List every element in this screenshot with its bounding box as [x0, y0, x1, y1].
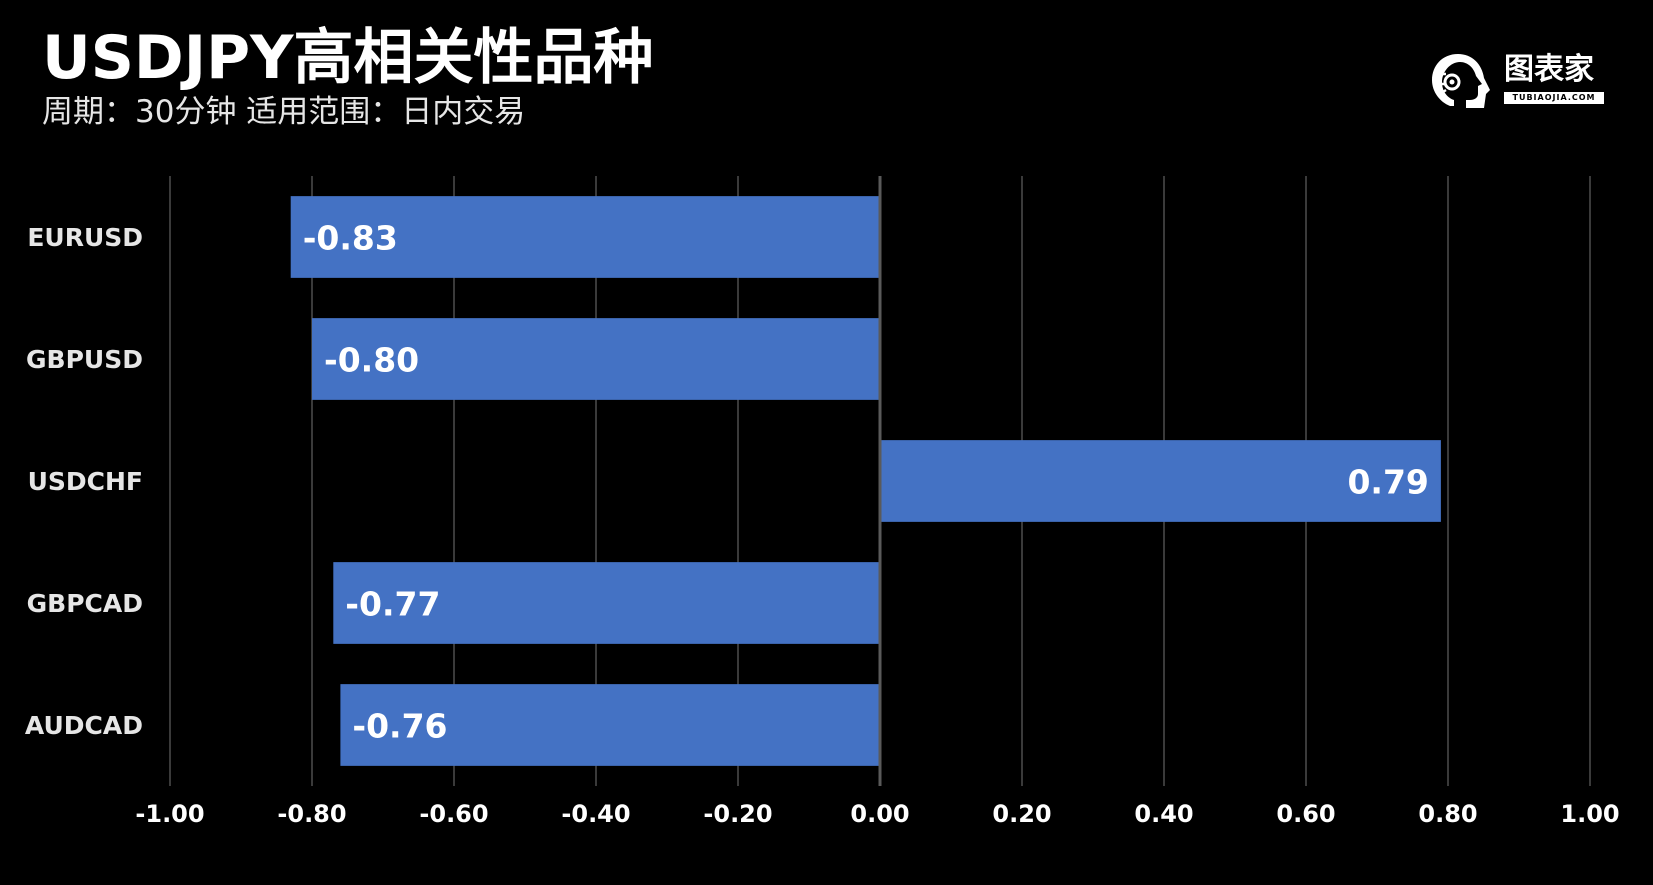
- bars: [290, 196, 1441, 766]
- logo-wordmark: 图表家: [1504, 52, 1594, 87]
- data-label: -0.76: [352, 707, 447, 746]
- bar: [290, 196, 880, 278]
- x-tick-label: 0.60: [1276, 800, 1335, 828]
- category-label: GBPCAD: [27, 589, 143, 618]
- bar: [340, 684, 880, 766]
- x-tick-label: 0.40: [1134, 800, 1193, 828]
- bar: [880, 440, 1441, 522]
- chart-subtitle: 周期：30分钟 适用范围：日内交易: [42, 94, 526, 130]
- x-tick-label: -0.60: [419, 800, 488, 828]
- x-tick-label: -0.40: [561, 800, 630, 828]
- data-label: -0.80: [324, 341, 419, 380]
- x-tick-label: -1.00: [135, 800, 204, 828]
- data-labels: -0.83 -0.80 0.79 -0.77 -0.76: [303, 219, 1429, 746]
- x-tick-label: -0.80: [277, 800, 346, 828]
- x-tick-label: -0.20: [703, 800, 772, 828]
- category-label: EURUSD: [27, 223, 143, 252]
- x-tick-label: 0.20: [992, 800, 1051, 828]
- data-label: 0.79: [1347, 463, 1428, 502]
- x-tick-labels: -1.00 -0.80 -0.60 -0.40 -0.20 0.00 0.20 0.40 0.6…: [135, 800, 1619, 828]
- data-label: -0.77: [345, 585, 440, 624]
- x-tick-label: 1.00: [1560, 800, 1619, 828]
- bar: [333, 562, 880, 644]
- logo-url: TUBIAOJIA.COM: [1504, 92, 1604, 104]
- category-label: GBPUSD: [26, 345, 143, 374]
- bar: [312, 318, 880, 400]
- category-labels: EURUSD GBPUSD USDCHF GBPCAD AUDCAD: [25, 223, 143, 740]
- x-tick-label: 0.00: [850, 800, 909, 828]
- logo-head-icon: [1432, 54, 1490, 108]
- category-label: USDCHF: [28, 467, 143, 496]
- data-label: -0.83: [303, 219, 398, 258]
- brand-logo: 图表家 TUBIAOJIA.COM: [1428, 50, 1608, 112]
- category-label: AUDCAD: [25, 711, 143, 740]
- x-tick-label: 0.80: [1418, 800, 1477, 828]
- chart-title: USDJPY高相关性品种: [42, 23, 654, 93]
